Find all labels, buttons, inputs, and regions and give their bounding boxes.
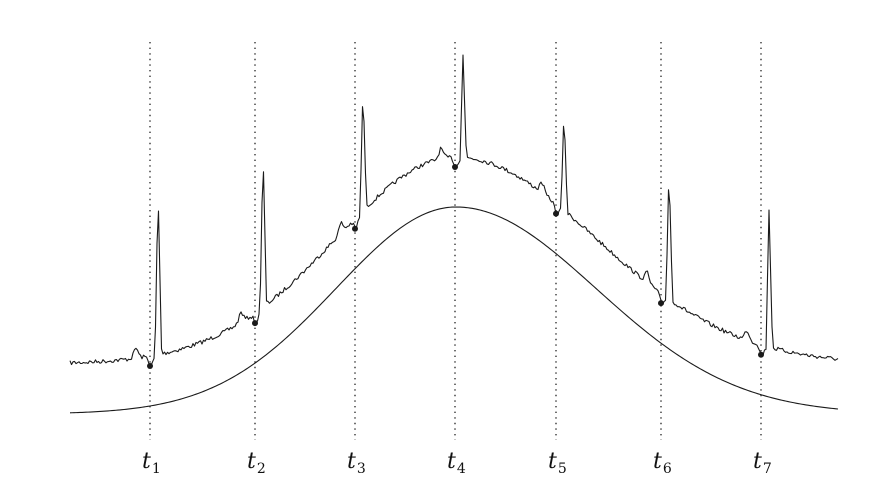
baseline-envelope-curve — [69, 206, 839, 414]
time-marker-lines — [149, 42, 762, 440]
beat-onset-dot-4 — [452, 164, 458, 170]
beat-onset-dot-7 — [758, 351, 764, 358]
time-marker-labels: t1 t2 t3 t4 t5 t6 t7 — [142, 449, 772, 477]
time-marker-label-5: t5 — [548, 449, 567, 477]
time-marker-label-4: t4 — [447, 449, 466, 477]
beat-onset-dot-1 — [147, 363, 153, 369]
beat-onset-dot-5 — [553, 210, 559, 217]
time-marker-label-3: t3 — [347, 449, 366, 477]
time-marker-label-1: t1 — [142, 449, 161, 477]
beat-onset-dot-6 — [658, 300, 664, 307]
time-marker-label-2: t2 — [247, 449, 266, 477]
beat-onset-dot-3 — [352, 225, 358, 232]
time-marker-label-6: t6 — [653, 449, 672, 477]
time-marker-label-7: t7 — [753, 449, 772, 477]
ecg-signal-trace — [69, 54, 839, 367]
beat-onset-dot-2 — [252, 320, 258, 327]
beat-onset-dots — [147, 164, 764, 369]
